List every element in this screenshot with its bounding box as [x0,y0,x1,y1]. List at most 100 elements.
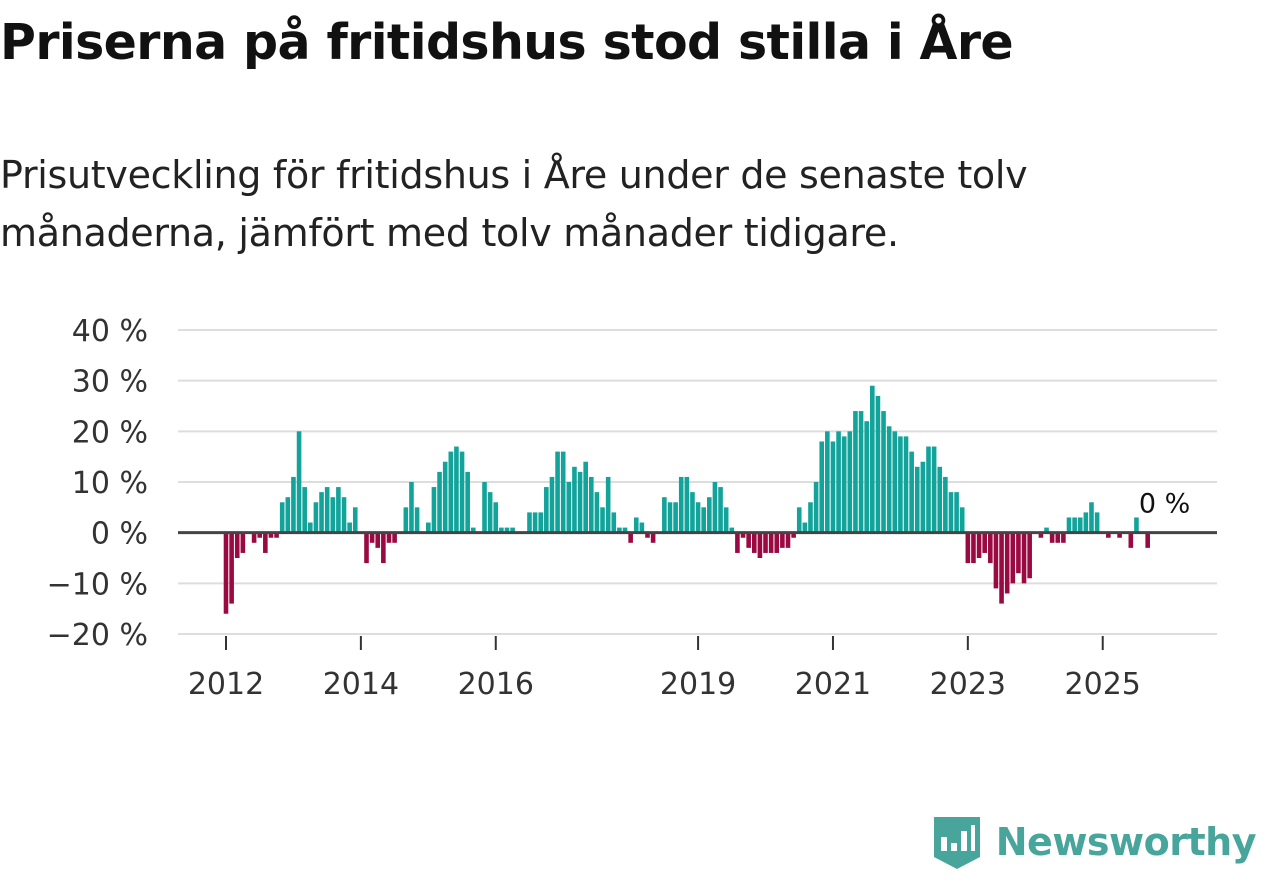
bar [808,502,813,533]
bar [296,431,302,533]
bar [448,451,454,533]
bar [560,451,566,533]
bar [830,441,836,533]
bar [611,512,617,533]
bar [572,466,577,533]
y-tick-label: −10 % [47,567,148,602]
bar [813,482,819,533]
bar [639,522,645,533]
bar [1128,532,1134,548]
bar [364,532,369,564]
bar [347,522,352,533]
bar [791,532,796,538]
y-tick-label: 0 % [91,517,148,552]
bar [723,507,729,533]
bar [240,532,246,553]
bar [785,532,791,548]
bar [386,532,392,543]
bar [847,431,853,533]
bar [667,502,673,533]
bar [712,482,718,533]
x-tick-label: 2016 [458,667,534,702]
y-axis-labels: 40 % 30 % 20 % 10 % 0 % −10 % −20 % [47,314,148,653]
bar [285,497,291,533]
x-tick-label: 2023 [930,667,1006,702]
bar [993,532,999,589]
bar [392,532,397,543]
bar [279,502,285,533]
bar [1055,532,1061,543]
last-value-label: 0 % [1139,489,1190,520]
bar [1010,532,1016,584]
bar [1027,532,1032,579]
bar [965,532,971,564]
bar [251,532,257,543]
bar [375,532,381,548]
bar [459,451,465,533]
bar [707,497,712,533]
x-axis: 2012 2014 2016 2019 2021 2023 2025 [188,636,1141,702]
bar [729,527,735,533]
bar [875,395,881,533]
bar [577,471,583,533]
bar [1038,532,1044,538]
bar [437,471,442,533]
bar [1089,502,1094,533]
bar [605,476,611,533]
bar [999,532,1004,604]
bar [532,512,538,533]
bar [948,492,954,533]
bar [470,527,476,533]
x-tick-label: 2021 [795,667,871,702]
price-change-bar-chart: 40 %30 %20 %10 %0 %−10 %−20 % 2012 2014 20… [47,314,1217,702]
bar [566,482,572,533]
bar [774,532,780,553]
newsworthy-brand: Newsworthy [930,813,1257,871]
bar [308,522,313,533]
bar [229,532,234,604]
bar [234,532,240,558]
y-tick-label: 40 % [72,314,148,349]
bar [1072,517,1077,533]
bar [1145,532,1150,548]
bar [341,497,347,533]
x-tick-label: 2025 [1065,667,1141,702]
newsworthy-logo-icon [933,817,980,869]
bar [909,451,914,533]
bar [1061,532,1066,543]
bar [381,532,386,564]
bar [1094,512,1100,533]
bar [920,461,926,533]
bar [465,471,470,533]
bar [976,532,982,558]
bar [257,532,263,538]
bar [662,497,667,533]
bar [324,487,330,533]
bar [1117,532,1122,538]
bar [881,411,886,533]
bar [1044,527,1049,533]
y-tick-label: 20 % [72,415,148,450]
bar [695,502,701,533]
bar [954,492,959,533]
bar [538,512,544,533]
bar [454,446,459,533]
bar [369,532,375,543]
y-tick-label: 10 % [72,466,148,501]
bar [796,507,802,533]
bar [982,532,987,553]
bar [751,532,757,553]
bar [819,441,825,533]
bar [943,476,948,533]
bar [274,532,279,538]
bar [746,532,751,548]
chart-subtitle: Prisutveckling för fritidshus i Åre unde… [0,153,1028,255]
bar [510,527,515,533]
bar [319,492,324,533]
bar [223,532,229,614]
bar [1077,517,1083,533]
bar [291,476,296,533]
bar [426,522,431,533]
bar [684,476,690,533]
bar [903,436,909,533]
